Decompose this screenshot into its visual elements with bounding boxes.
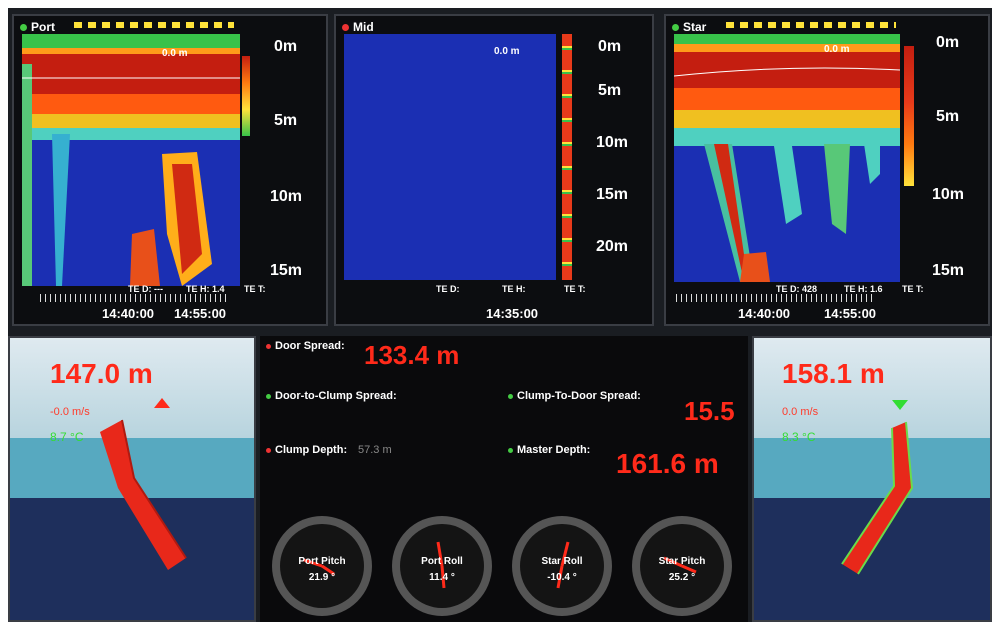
star-current-depth: 0.0 m [824,44,850,55]
port-te-t: TE T: [244,284,266,294]
star-te-t: TE T: [902,284,924,294]
mid-depth-5: 5m [598,82,622,99]
mid-depth-0: 0m [598,38,622,55]
gauge-dial-icon [392,516,492,616]
status-dot-icon [508,447,513,453]
status-dot-icon [508,393,513,399]
mid-time-1: 14:35:00 [486,306,539,321]
star-door-panel[interactable]: 158.1 m 0.0 m/s 8.3 °C [752,336,992,622]
star-bottom-strip [726,22,896,28]
status-dot-icon [266,447,271,453]
port-depth-5: 5m [274,112,298,129]
mid-current-depth: 0.0 m [494,46,520,57]
port-depth-0: 0m [274,38,298,55]
mid-te-h: TE H: [502,284,526,294]
port-door-speed: -0.0 m/s [50,406,90,418]
up-arrow-icon [154,398,170,408]
gauge-title: Port Pitch [298,556,346,567]
port-echo-svg [22,34,240,286]
trawl-monitor-screen: Port 0.0 m 0m 5m 10m 15m TE [8,8,992,622]
gauge-value: 21.9 ° [308,572,336,583]
star-te-h: TE H: 1.6 [844,284,883,294]
status-dot-icon [20,24,27,32]
gauge-title: Star Pitch [658,556,706,567]
mid-color-bar [562,34,572,280]
clump-depth-value: 57.3 m [358,444,392,456]
down-arrow-icon [892,400,908,410]
gauge-dial-icon [272,516,372,616]
star-panel-title: Star [672,20,706,34]
door-spread-label: Door Spread: [266,340,345,352]
gauge-dial-icon [512,516,612,616]
spread-panel: Door Spread: 133.4 m Door-to-Clump Sprea… [260,336,748,622]
status-dot-icon [266,393,271,399]
star-color-bar [904,46,914,186]
star-echogram-panel[interactable]: Star 0.0 m 0m 5m 10m 1 [664,14,990,326]
mid-depth-15: 15m [596,186,629,203]
mid-depth-10: 10m [596,134,629,151]
clump-to-door-label: Clump-To-Door Spread: [508,390,641,402]
door-to-clump-label: Door-to-Clump Spread: [266,390,397,402]
star-door-water [754,438,990,498]
door-spread-value: 133.4 m [364,340,460,370]
gauge-value: 11.4 ° [429,572,455,583]
mid-te-t: TE T: [564,284,586,294]
mid-panel-title: Mid [342,20,374,34]
port-te-h: TE H: 1.4 [186,284,225,294]
status-dot-icon [266,343,271,349]
port-panel-title: Port [20,20,55,34]
star-time-2: 14:55:00 [824,306,877,321]
star-trawl-door-icon [841,421,914,575]
status-dot-icon [672,24,679,32]
mid-echogram-panel[interactable]: Mid 0.0 m 0m 5m 10m 15m 20m TE D: TE H: … [334,14,654,326]
star-door-sky [754,338,990,438]
status-dot-icon [342,24,349,32]
port-trawl-door-icon [100,419,187,570]
star-time-1: 14:40:00 [738,306,791,321]
master-depth-value: 161.6 m [616,448,719,479]
star-door-temp: 8.3 °C [782,430,816,444]
star-pitch-gauge[interactable]: Star Pitch 25.2 ° [630,514,734,618]
master-depth-label: Master Depth: [508,444,590,456]
star-depth-0: 0m [936,34,960,51]
gauge-value: 25.2 ° [668,572,696,583]
port-echogram[interactable]: 0.0 m [22,34,240,286]
port-door-sky [10,338,254,438]
port-bottom-strip [74,22,234,28]
port-depth-10: 10m [270,188,303,205]
star-door-depth: 158.1 m [782,358,885,389]
port-roll-gauge[interactable]: Port Roll 11.4 ° [390,514,494,618]
port-time-2: 14:55:00 [174,306,227,321]
star-time-ruler [676,294,876,302]
clump-depth-label: Clump Depth: [266,444,347,456]
gauge-dial-icon [632,516,732,616]
star-roll-gauge[interactable]: Star Roll -10.4 ° [510,514,614,618]
clump-to-door-value: 15.5 [684,396,735,426]
star-door-speed: 0.0 m/s [782,406,819,418]
gauge-title: Port Roll [421,556,463,567]
port-current-depth: 0.0 m [162,48,188,59]
port-echogram-panel[interactable]: Port 0.0 m 0m 5m 10m 15m TE [12,14,328,326]
port-time-1: 14:40:00 [102,306,155,321]
port-door-temp: 8.7 °C [50,430,84,444]
port-door-depth: 147.0 m [50,358,153,389]
port-color-bar [242,56,250,136]
port-te-d: TE D: --- [128,284,163,294]
port-door-panel[interactable]: 147.0 m -0.0 m/s 8.7 °C [8,336,256,622]
star-echo-svg [674,34,900,282]
gauge-title: Star Roll [541,556,583,567]
port-time-ruler [40,294,230,302]
mid-te-d: TE D: [436,284,460,294]
star-echogram[interactable]: 0.0 m [674,34,900,282]
mid-echogram[interactable]: 0.0 m [344,34,556,280]
star-depth-5: 5m [936,108,960,125]
port-pitch-gauge[interactable]: Port Pitch 21.9 ° [270,514,374,618]
port-door-bottom [10,498,254,620]
mid-depth-20: 20m [596,238,629,255]
star-depth-10: 10m [932,186,965,203]
star-te-d: TE D: 428 [776,284,818,294]
port-depth-15: 15m [270,262,303,279]
gauge-value: -10.4 ° [547,572,577,583]
star-depth-15: 15m [932,262,965,279]
